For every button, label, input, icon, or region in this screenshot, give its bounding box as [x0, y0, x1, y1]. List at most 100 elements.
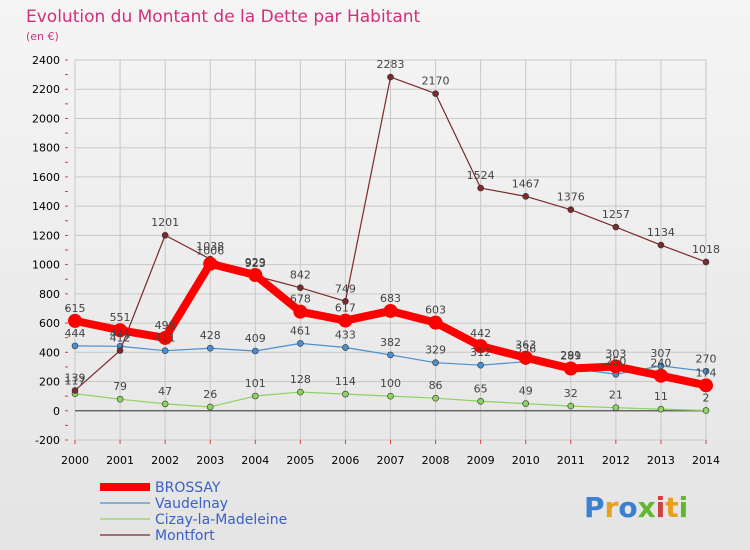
- y-tick-label: 1400: [32, 200, 60, 213]
- data-label: 2: [703, 391, 710, 404]
- logo-letter: o: [618, 491, 637, 524]
- data-point: [702, 258, 710, 266]
- data-point: [383, 303, 398, 318]
- chart-unit: (en €): [26, 30, 59, 43]
- chart-title: Evolution du Montant de la Dette par Hab…: [26, 7, 421, 27]
- data-label: 289: [560, 350, 581, 363]
- data-label: 842: [290, 269, 311, 282]
- data-point: [432, 90, 439, 97]
- data-label: 65: [474, 382, 488, 395]
- logo-letter: r: [605, 491, 619, 524]
- axes: -200 0 200 400 600 800 1000 1200 1400 1600 1800 200…: [32, 54, 720, 467]
- data-point: [473, 339, 488, 354]
- data-label: 923: [245, 257, 266, 270]
- y-tick-label: 0: [53, 405, 60, 418]
- data-label: 1038: [196, 240, 224, 253]
- y-tick-label: 2200: [32, 83, 60, 96]
- data-point: [653, 368, 668, 383]
- data-label: 442: [470, 327, 491, 340]
- x-tick-label: 2014: [692, 454, 720, 467]
- data-point: [563, 361, 578, 376]
- data-point: [113, 323, 128, 338]
- data-label: 79: [113, 380, 127, 393]
- y-tick-label: 600: [39, 317, 60, 330]
- data-label: 174: [696, 366, 717, 379]
- x-tick-label: 2011: [557, 454, 585, 467]
- data-point: [293, 304, 308, 319]
- data-point: [702, 368, 710, 375]
- x-tick-label: 2008: [422, 454, 450, 467]
- x-tick-label: 2007: [377, 454, 405, 467]
- data-label: 240: [650, 357, 671, 370]
- y-tick-label: 2000: [32, 112, 60, 125]
- data-point: [71, 387, 79, 394]
- x-tick-label: 2009: [467, 454, 495, 467]
- logo-text: Proxiti: [584, 491, 688, 524]
- x-tick-label: 2012: [602, 454, 630, 467]
- y-tick-label: 1000: [32, 259, 60, 272]
- logo-letter: P: [584, 491, 605, 524]
- data-point: [612, 404, 620, 412]
- data-label: 303: [605, 347, 626, 360]
- data-point: [477, 184, 484, 192]
- data-point: [432, 359, 439, 366]
- data-label: 1376: [557, 191, 585, 204]
- data-label: 498: [155, 319, 176, 332]
- data-label: 1467: [512, 177, 540, 190]
- data-point: [161, 347, 169, 355]
- data-point: [161, 400, 169, 408]
- legend: BROSSAYVaudelnayCizay-la-MadeleineMontfo…: [100, 480, 287, 544]
- data-point: [702, 407, 710, 414]
- data-point: [161, 231, 169, 239]
- data-label: 100: [380, 377, 401, 390]
- data-point: [116, 347, 124, 354]
- data-label: 336: [515, 343, 536, 356]
- legend-label: Vaudelnay: [155, 496, 228, 512]
- data-label: 441: [110, 327, 131, 340]
- data-label: 49: [519, 385, 533, 398]
- x-tick-label: 2013: [647, 454, 675, 467]
- data-point: [342, 344, 349, 351]
- data-label: 1006: [196, 245, 224, 258]
- data-label: 114: [335, 375, 356, 388]
- data-label: 128: [290, 373, 311, 386]
- data-label: 86: [429, 379, 443, 392]
- series-layer: [68, 73, 713, 414]
- y-tick-label: 1200: [32, 229, 60, 242]
- data-label: 683: [380, 292, 401, 305]
- data-point: [251, 392, 259, 400]
- data-point: [387, 351, 394, 359]
- logo-letter: x: [638, 491, 656, 524]
- y-tick-label: 2400: [32, 54, 60, 67]
- data-point: [297, 284, 304, 292]
- data-label: 382: [380, 336, 401, 349]
- data-label: 312: [470, 346, 491, 359]
- x-tick-label: 2004: [241, 454, 269, 467]
- x-tick-label: 2003: [196, 454, 224, 467]
- data-label: 117: [65, 375, 86, 388]
- data-point: [203, 256, 218, 271]
- data-point: [567, 206, 575, 213]
- data-label: 409: [245, 332, 266, 345]
- logo-letter: i: [679, 491, 689, 524]
- x-tick-label: 2002: [151, 454, 179, 467]
- data-point: [612, 223, 620, 231]
- data-point: [251, 347, 259, 355]
- data-label: 2283: [377, 58, 405, 71]
- data-label: 1257: [602, 208, 630, 221]
- data-point: [518, 350, 533, 365]
- data-point: [297, 340, 304, 347]
- data-point: [116, 395, 124, 403]
- data-label: 749: [335, 282, 356, 295]
- proxiti-logo: Proxiti: [584, 491, 688, 524]
- data-point: [522, 400, 530, 407]
- data-point: [522, 193, 530, 200]
- data-point: [657, 405, 665, 413]
- data-label: 139: [65, 371, 86, 384]
- data-label: 2170: [422, 75, 450, 88]
- data-point: [567, 402, 575, 410]
- y-tick-label: 800: [39, 288, 60, 301]
- y-tick-label: -200: [35, 434, 60, 447]
- data-point: [71, 342, 79, 350]
- x-tick-label: 2005: [286, 454, 314, 467]
